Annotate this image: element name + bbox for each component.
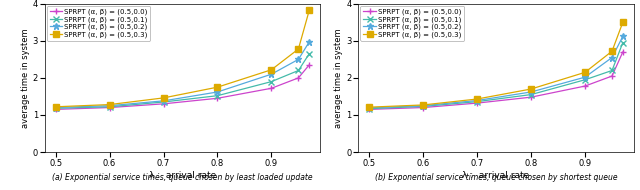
SPRPT (α, β) = (0.5,0.1)	[214, 95, 221, 97]
SPRPT (α, β) = (0.5,0.2)	[581, 76, 589, 78]
Legend: SPRPT (α, β) = (0.5,0.0), SPRPT (α, β) = (0.5,0.1), SPRPT (α, β) = (0.5,0.2), SP: SPRPT (α, β) = (0.5,0.0), SPRPT (α, β) =…	[47, 6, 150, 40]
X-axis label: λ :  arrival rate: λ : arrival rate	[148, 171, 216, 180]
Line: SPRPT (α, β) = (0.5,0.0): SPRPT (α, β) = (0.5,0.0)	[367, 49, 625, 112]
SPRPT (α, β) = (0.5,0.2)	[527, 91, 535, 93]
SPRPT (α, β) = (0.5,0.1)	[106, 106, 113, 108]
Line: SPRPT (α, β) = (0.5,0.1): SPRPT (α, β) = (0.5,0.1)	[367, 40, 625, 111]
SPRPT (α, β) = (0.5,0.3)	[214, 86, 221, 88]
Legend: SPRPT (α, β) = (0.5,0.0), SPRPT (α, β) = (0.5,0.1), SPRPT (α, β) = (0.5,0.2), SP: SPRPT (α, β) = (0.5,0.0), SPRPT (α, β) =…	[360, 6, 464, 40]
SPRPT (α, β) = (0.5,0.3)	[159, 97, 167, 99]
SPRPT (α, β) = (0.5,0.2)	[419, 105, 427, 107]
SPRPT (α, β) = (0.5,0.0)	[608, 75, 616, 77]
SPRPT (α, β) = (0.5,0.3)	[619, 21, 627, 24]
X-axis label: λ :  arrival rate: λ : arrival rate	[462, 171, 530, 180]
SPRPT (α, β) = (0.5,0.1)	[305, 53, 313, 55]
Line: SPRPT (α, β) = (0.5,0.3): SPRPT (α, β) = (0.5,0.3)	[53, 8, 312, 110]
SPRPT (α, β) = (0.5,0.1)	[365, 108, 373, 110]
SPRPT (α, β) = (0.5,0.1)	[52, 107, 60, 109]
Line: SPRPT (α, β) = (0.5,0.0): SPRPT (α, β) = (0.5,0.0)	[53, 62, 312, 112]
SPRPT (α, β) = (0.5,0.0)	[619, 51, 627, 53]
SPRPT (α, β) = (0.5,0.1)	[159, 101, 167, 103]
Y-axis label: average time in system: average time in system	[20, 28, 29, 128]
SPRPT (α, β) = (0.5,0.0)	[419, 106, 427, 109]
SPRPT (α, β) = (0.5,0.3)	[268, 69, 275, 71]
SPRPT (α, β) = (0.5,0.0)	[106, 106, 113, 109]
SPRPT (α, β) = (0.5,0.2)	[214, 91, 221, 93]
Line: SPRPT (α, β) = (0.5,0.2): SPRPT (α, β) = (0.5,0.2)	[366, 33, 626, 111]
SPRPT (α, β) = (0.5,0.2)	[52, 106, 60, 109]
SPRPT (α, β) = (0.5,0.2)	[608, 56, 616, 59]
Text: (a) Exponential service times, queue chosen by least loaded update: (a) Exponential service times, queue cho…	[52, 173, 313, 182]
SPRPT (α, β) = (0.5,0.2)	[268, 73, 275, 75]
Y-axis label: average time in system: average time in system	[334, 28, 343, 128]
SPRPT (α, β) = (0.5,0.2)	[619, 35, 627, 38]
SPRPT (α, β) = (0.5,0.1)	[527, 93, 535, 96]
SPRPT (α, β) = (0.5,0.3)	[294, 48, 302, 50]
SPRPT (α, β) = (0.5,0.0)	[527, 96, 535, 98]
SPRPT (α, β) = (0.5,0.2)	[294, 58, 302, 60]
SPRPT (α, β) = (0.5,0.1)	[473, 101, 481, 103]
SPRPT (α, β) = (0.5,0.0)	[365, 108, 373, 111]
SPRPT (α, β) = (0.5,0.3)	[419, 104, 427, 106]
SPRPT (α, β) = (0.5,0.1)	[581, 79, 589, 81]
SPRPT (α, β) = (0.5,0.1)	[619, 42, 627, 44]
Line: SPRPT (α, β) = (0.5,0.2): SPRPT (α, β) = (0.5,0.2)	[52, 39, 312, 111]
SPRPT (α, β) = (0.5,0.2)	[305, 41, 313, 43]
SPRPT (α, β) = (0.5,0.2)	[159, 100, 167, 102]
SPRPT (α, β) = (0.5,0.0)	[268, 87, 275, 89]
SPRPT (α, β) = (0.5,0.1)	[294, 69, 302, 72]
SPRPT (α, β) = (0.5,0.3)	[473, 98, 481, 100]
SPRPT (α, β) = (0.5,0.0)	[52, 108, 60, 111]
SPRPT (α, β) = (0.5,0.3)	[581, 71, 589, 74]
SPRPT (α, β) = (0.5,0.0)	[214, 97, 221, 99]
SPRPT (α, β) = (0.5,0.0)	[581, 85, 589, 87]
Text: (b) Exponential service times, queue chosen by shortest queue: (b) Exponential service times, queue cho…	[374, 173, 618, 182]
SPRPT (α, β) = (0.5,0.3)	[106, 103, 113, 106]
SPRPT (α, β) = (0.5,0.2)	[365, 107, 373, 109]
SPRPT (α, β) = (0.5,0.3)	[608, 50, 616, 52]
SPRPT (α, β) = (0.5,0.0)	[159, 103, 167, 105]
Line: SPRPT (α, β) = (0.5,0.1): SPRPT (α, β) = (0.5,0.1)	[53, 51, 312, 111]
SPRPT (α, β) = (0.5,0.3)	[365, 106, 373, 108]
SPRPT (α, β) = (0.5,0.1)	[419, 105, 427, 108]
SPRPT (α, β) = (0.5,0.3)	[527, 88, 535, 90]
SPRPT (α, β) = (0.5,0.0)	[294, 77, 302, 79]
SPRPT (α, β) = (0.5,0.2)	[473, 99, 481, 102]
SPRPT (α, β) = (0.5,0.1)	[608, 69, 616, 72]
SPRPT (α, β) = (0.5,0.0)	[473, 102, 481, 104]
SPRPT (α, β) = (0.5,0.0)	[305, 64, 313, 66]
SPRPT (α, β) = (0.5,0.2)	[106, 105, 113, 107]
SPRPT (α, β) = (0.5,0.1)	[268, 81, 275, 83]
SPRPT (α, β) = (0.5,0.3)	[305, 9, 313, 12]
Line: SPRPT (α, β) = (0.5,0.3): SPRPT (α, β) = (0.5,0.3)	[367, 20, 625, 110]
SPRPT (α, β) = (0.5,0.3)	[52, 106, 60, 108]
